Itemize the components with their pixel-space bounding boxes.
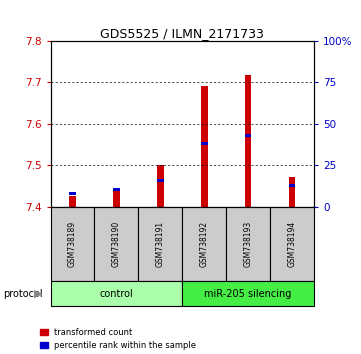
Legend: transformed count, percentile rank within the sample: transformed count, percentile rank withi… bbox=[40, 328, 196, 350]
Text: ▶: ▶ bbox=[34, 289, 43, 299]
Bar bbox=[69, 192, 76, 195]
Bar bbox=[289, 184, 295, 187]
Text: GSM738192: GSM738192 bbox=[200, 221, 209, 267]
Bar bbox=[113, 188, 120, 191]
Bar bbox=[138, 207, 182, 281]
Text: GSM738189: GSM738189 bbox=[68, 221, 77, 267]
Bar bbox=[113, 188, 120, 207]
Text: GSM738194: GSM738194 bbox=[288, 221, 297, 267]
Bar bbox=[201, 86, 208, 207]
Text: control: control bbox=[100, 289, 133, 299]
Bar bbox=[182, 207, 226, 281]
Text: GSM738193: GSM738193 bbox=[244, 221, 253, 267]
Bar bbox=[245, 134, 252, 137]
Bar bbox=[51, 207, 95, 281]
Text: GSM738191: GSM738191 bbox=[156, 221, 165, 267]
Bar bbox=[201, 142, 208, 145]
Bar bbox=[95, 207, 138, 281]
Text: protocol: protocol bbox=[4, 289, 43, 299]
Bar bbox=[289, 177, 295, 207]
Bar bbox=[157, 179, 164, 182]
Text: miR-205 silencing: miR-205 silencing bbox=[204, 289, 292, 299]
Text: GSM738190: GSM738190 bbox=[112, 221, 121, 267]
Bar bbox=[226, 207, 270, 281]
Bar bbox=[51, 281, 182, 306]
Bar bbox=[157, 165, 164, 207]
Bar bbox=[182, 281, 314, 306]
Bar bbox=[245, 75, 252, 207]
Bar bbox=[69, 196, 76, 207]
Bar bbox=[270, 207, 314, 281]
Title: GDS5525 / ILMN_2171733: GDS5525 / ILMN_2171733 bbox=[100, 27, 264, 40]
